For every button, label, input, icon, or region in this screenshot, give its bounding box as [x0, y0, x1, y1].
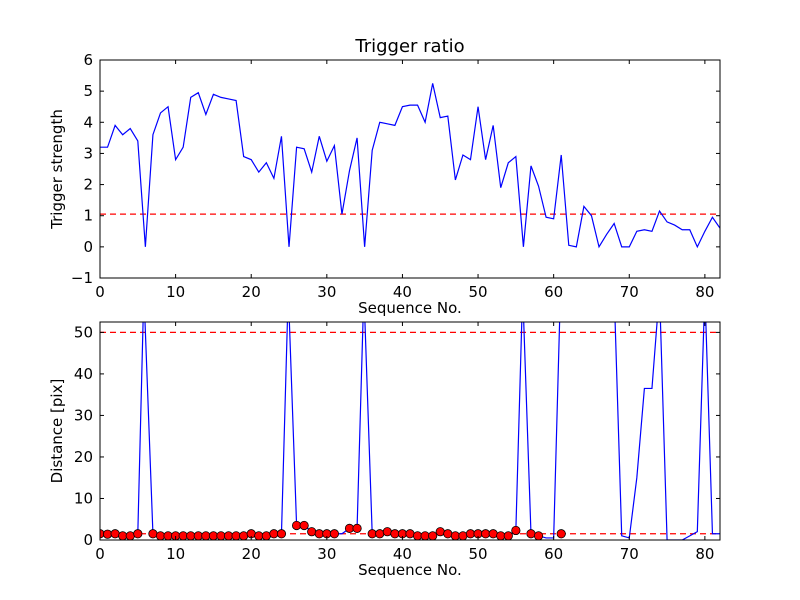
x-tick-label: 10: [166, 545, 185, 563]
series-line: [100, 83, 720, 249]
y-axis-label: Distance [pix]: [48, 379, 66, 484]
data-point-marker: [201, 531, 211, 540]
y-tick-label: 40: [74, 365, 93, 383]
y-tick-label: 6: [83, 51, 93, 69]
plot-area: [100, 322, 720, 540]
data-point-marker: [428, 531, 438, 540]
data-point-marker: [118, 531, 128, 540]
y-tick-label: −1: [71, 269, 93, 287]
y-tick-label: 10: [74, 489, 93, 507]
data-point-marker: [231, 531, 241, 540]
x-tick-label: 70: [620, 545, 639, 563]
data-point-marker: [133, 529, 143, 539]
data-point-marker: [276, 529, 287, 539]
x-tick-label: 50: [469, 545, 488, 563]
x-tick-label: 80: [695, 283, 714, 301]
data-point-marker: [465, 529, 476, 539]
y-tick-label: 2: [83, 176, 93, 194]
x-tick-label: 70: [620, 283, 639, 301]
data-point-marker: [329, 529, 339, 539]
x-tick-label: 20: [242, 545, 261, 563]
data-point-marker: [178, 531, 188, 540]
y-tick-label: 20: [74, 448, 93, 466]
data-point-marker: [163, 531, 173, 540]
chart-title: Trigger ratio: [354, 36, 464, 57]
y-tick-label: 5: [83, 82, 93, 100]
data-point-marker: [193, 531, 203, 540]
data-point-marker: [110, 529, 120, 539]
data-point-marker: [254, 531, 264, 540]
data-point-marker: [155, 531, 166, 540]
data-point-marker: [299, 520, 309, 531]
x-tick-label: 60: [544, 545, 563, 563]
data-point-marker: [269, 529, 279, 539]
x-tick-label: 60: [544, 283, 563, 301]
y-tick-label: 0: [83, 531, 93, 549]
plot-area: [100, 83, 720, 249]
data-point-marker: [382, 527, 392, 537]
data-point-marker: [125, 531, 135, 540]
data-point-marker: [148, 529, 158, 539]
x-tick-label: 0: [95, 545, 105, 563]
data-point-marker: [261, 531, 271, 540]
data-point-marker: [556, 529, 566, 539]
x-tick-label: 80: [695, 545, 714, 563]
x-tick-label: 10: [166, 283, 185, 301]
y-tick-label: 30: [74, 406, 93, 424]
y-axis-label: Trigger strength: [48, 109, 66, 230]
x-tick-label: 40: [393, 545, 412, 563]
x-axis-label: Sequence No.: [358, 561, 462, 579]
y-tick-label: 3: [83, 144, 93, 162]
plot-frame: [99, 59, 721, 279]
chart-2: 0 10 20 30 40 50 60 70 80 0 10 20 30 40 50 Sequence No.…: [48, 321, 721, 579]
data-point-marker: [435, 527, 445, 537]
data-point-marker: [450, 531, 460, 540]
data-point-marker: [216, 531, 226, 540]
data-point-marker: [375, 529, 385, 539]
data-point-marker: [503, 531, 513, 540]
x-tick-label: 40: [393, 283, 412, 301]
data-point-marker: [223, 531, 234, 540]
plot-background: [100, 322, 720, 540]
data-point-marker: [102, 529, 113, 539]
data-point-marker: [496, 531, 506, 540]
data-point-marker: [420, 531, 430, 540]
data-point-marker: [367, 529, 377, 539]
x-tick-label: 0: [95, 283, 105, 301]
plot-frame: [99, 321, 721, 541]
data-point-marker: [405, 529, 415, 539]
data-point-marker: [443, 529, 453, 539]
y-tick-label: 4: [83, 113, 93, 131]
x-tick-label: 30: [317, 283, 336, 301]
y-tick-label: 50: [74, 323, 93, 341]
data-point-marker: [412, 531, 423, 540]
data-point-marker: [208, 531, 219, 540]
data-point-marker: [526, 529, 536, 539]
x-axis-label: Sequence No.: [358, 299, 462, 317]
data-point-marker: [481, 529, 491, 539]
data-point-marker: [533, 531, 544, 540]
data-point-marker: [307, 527, 317, 537]
y-tick-label: 1: [83, 207, 93, 225]
data-point-marker: [186, 531, 196, 540]
data-point-marker: [458, 531, 468, 540]
y-tick-label: 0: [83, 238, 93, 256]
data-point-marker: [511, 525, 521, 536]
x-tick-label: 30: [317, 545, 336, 563]
data-point-marker: [314, 529, 324, 539]
data-point-marker: [352, 523, 362, 533]
data-point-marker: [390, 529, 400, 539]
plot-background: [100, 60, 720, 278]
data-point-marker: [488, 529, 498, 539]
data-point-marker: [291, 520, 302, 531]
data-point-marker: [239, 531, 249, 540]
data-point-marker: [344, 523, 355, 533]
x-tick-label: 20: [242, 283, 261, 301]
x-tick-label: 50: [469, 283, 488, 301]
